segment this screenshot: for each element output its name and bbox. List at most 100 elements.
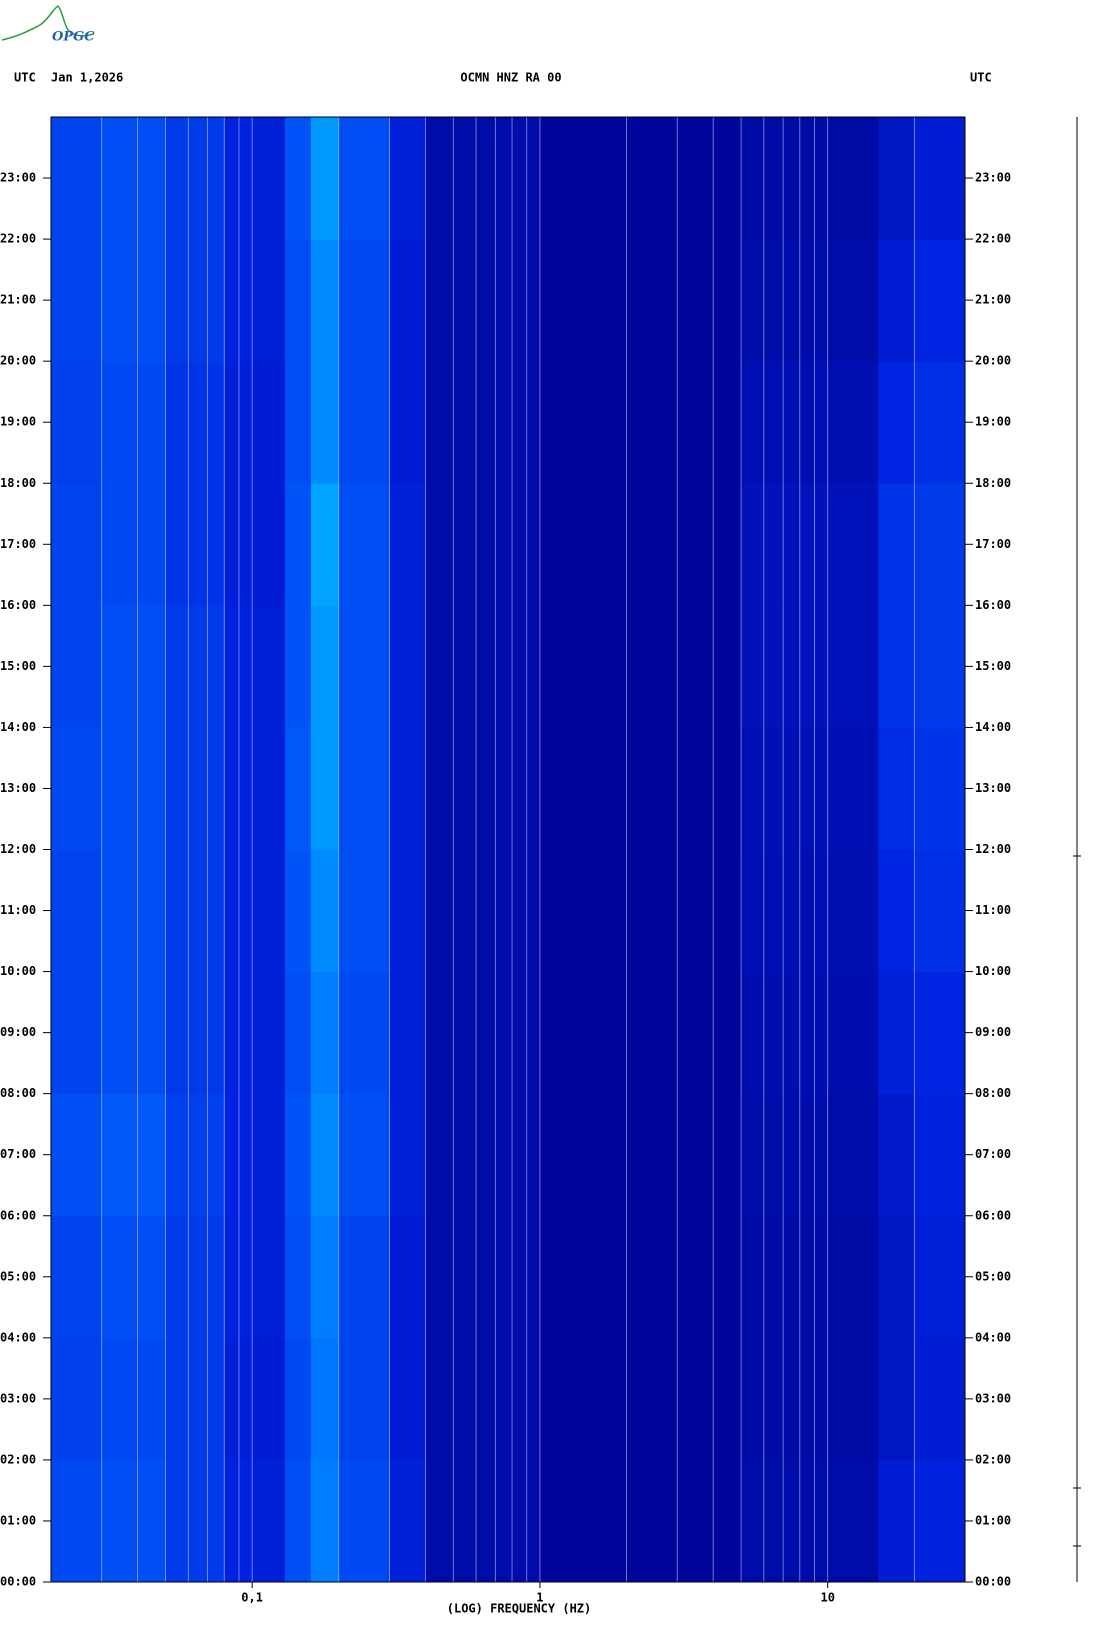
- heat-cell: [101, 727, 167, 850]
- heat-cell: [914, 1215, 966, 1339]
- heat-cell: [741, 971, 879, 1095]
- heat-cell: [252, 483, 286, 606]
- heat-cell: [539, 1459, 742, 1583]
- heat-cell: [101, 971, 167, 1095]
- heat-cell: [741, 605, 879, 728]
- heat-cell: [101, 1215, 167, 1339]
- heat-cell: [224, 361, 253, 484]
- heat-cell: [284, 117, 312, 240]
- heat-cell: [338, 971, 390, 1095]
- heat-cell: [224, 483, 253, 606]
- heat-cell: [224, 1337, 253, 1461]
- y-tick-label-right: 16:00: [975, 598, 1011, 612]
- heat-cell: [338, 117, 390, 240]
- y-tick-label: 04:00: [0, 1330, 36, 1344]
- heat-cell: [878, 483, 915, 606]
- heat-cell: [425, 117, 541, 240]
- heat-cell: [165, 361, 225, 484]
- heat-cell: [338, 1215, 390, 1339]
- heat-cell: [310, 1337, 340, 1461]
- heat-cell: [425, 971, 541, 1095]
- x-axis-label: (LOG) FREQUENCY (HZ): [447, 1602, 592, 1616]
- heat-cell: [741, 239, 879, 362]
- heat-cell: [338, 727, 390, 850]
- heat-cell: [101, 849, 167, 973]
- y-tick-label-right: 18:00: [975, 476, 1011, 490]
- heat-cell: [252, 849, 286, 973]
- heat-cell: [389, 483, 426, 606]
- y-tick-label: 18:00: [0, 476, 36, 490]
- heat-cell: [539, 117, 742, 240]
- heat-cell: [224, 1093, 253, 1217]
- heat-cell: [741, 727, 879, 850]
- heat-cell: [51, 117, 103, 240]
- heat-cell: [878, 605, 915, 728]
- heat-cell: [101, 117, 167, 240]
- y-tick-label: 21:00: [0, 293, 36, 307]
- y-tick-label: 03:00: [0, 1391, 36, 1405]
- heat-cell: [165, 117, 225, 240]
- heat-cell: [224, 117, 253, 240]
- heat-cell: [389, 117, 426, 240]
- heat-cell: [389, 361, 426, 484]
- y-tick-label: 06:00: [0, 1208, 36, 1222]
- heat-cell: [389, 239, 426, 362]
- heat-cell: [165, 727, 225, 850]
- heat-cell: [539, 1093, 742, 1217]
- y-tick-label-right: 00:00: [975, 1575, 1011, 1589]
- heat-cell: [878, 849, 915, 973]
- heat-cell: [338, 1459, 390, 1583]
- x-tick-label: 1: [536, 1591, 543, 1605]
- heat-cell: [741, 1337, 879, 1461]
- heat-cell: [425, 1459, 541, 1583]
- heat-cell: [338, 1093, 390, 1217]
- heat-cell: [539, 727, 742, 850]
- heat-cell: [878, 1459, 915, 1583]
- heat-cell: [51, 239, 103, 362]
- heat-cell: [252, 1215, 286, 1339]
- heat-cell: [224, 605, 253, 728]
- heat-cell: [425, 727, 541, 850]
- heat-cell: [741, 117, 879, 240]
- heat-cell: [101, 1093, 167, 1217]
- heat-cell: [425, 1093, 541, 1217]
- y-tick-label-right: 05:00: [975, 1269, 1011, 1283]
- heat-cell: [51, 605, 103, 728]
- heat-cell: [284, 361, 312, 484]
- heat-cell: [165, 1337, 225, 1461]
- heat-cell: [914, 483, 966, 606]
- heat-cell: [389, 1215, 426, 1339]
- heat-cell: [101, 483, 167, 606]
- y-tick-label: 23:00: [0, 171, 36, 185]
- y-tick-label: 20:00: [0, 354, 36, 368]
- y-tick-label: 14:00: [0, 720, 36, 734]
- heat-cell: [338, 849, 390, 973]
- heat-cell: [252, 1337, 286, 1461]
- heat-cell: [425, 239, 541, 362]
- heat-cell: [284, 1215, 312, 1339]
- heat-cell: [914, 117, 966, 240]
- heat-cell: [51, 361, 103, 484]
- y-tick-label: 13:00: [0, 781, 36, 795]
- x-tick-label: 0,1: [241, 1591, 263, 1605]
- heat-cell: [338, 1337, 390, 1461]
- heat-cell: [914, 1459, 966, 1583]
- logo-text: OPGC: [52, 30, 95, 45]
- heat-cell: [310, 1093, 340, 1217]
- y-tick-label-right: 11:00: [975, 903, 1011, 917]
- heat-cell: [389, 1459, 426, 1583]
- heat-cell: [539, 971, 742, 1095]
- heat-cell: [914, 727, 966, 850]
- heat-cell: [165, 239, 225, 362]
- y-tick-label: 17:00: [0, 537, 36, 551]
- y-tick-label-right: 20:00: [975, 354, 1011, 368]
- heat-cell: [389, 849, 426, 973]
- heat-cell: [878, 1093, 915, 1217]
- heat-cell: [741, 849, 879, 973]
- x-tick-label: 10: [820, 1591, 834, 1605]
- heat-cell: [284, 1459, 312, 1583]
- heat-cell: [252, 239, 286, 362]
- heat-cell: [310, 361, 340, 484]
- heat-cell: [165, 1093, 225, 1217]
